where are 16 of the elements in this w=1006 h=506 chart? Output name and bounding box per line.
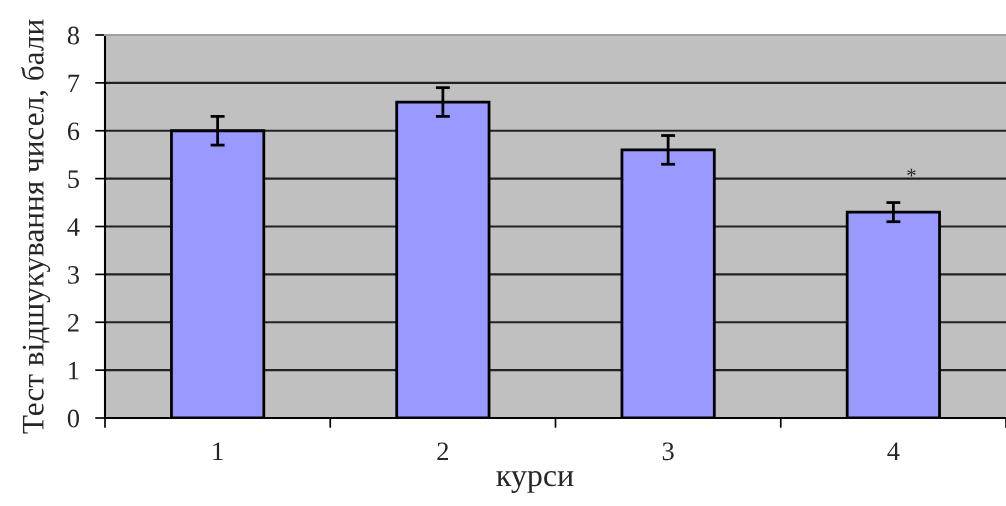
y-tick-label: 4 [67,218,80,236]
y-tick-label: 0 [67,409,79,428]
annotation: * [907,168,916,177]
x-tick-label: 4 [887,442,900,460]
y-tick-label: 3 [68,266,79,284]
y-tick-label: 8 [67,26,79,45]
y-tick-label: 6 [67,122,80,141]
x-tick-label: 3 [662,442,674,461]
x-tick-label: 1 [213,442,223,460]
y-tick-label: 1 [69,361,79,380]
y-tick-label: 2 [67,313,79,332]
y-tick-label: 7 [68,74,80,93]
y-tick-label: 5 [68,170,79,189]
x-axis-title: курси [496,470,574,493]
y-axis-title: Тест відшукування чисел, бали [21,19,51,434]
x-tick-label: 2 [437,442,449,460]
